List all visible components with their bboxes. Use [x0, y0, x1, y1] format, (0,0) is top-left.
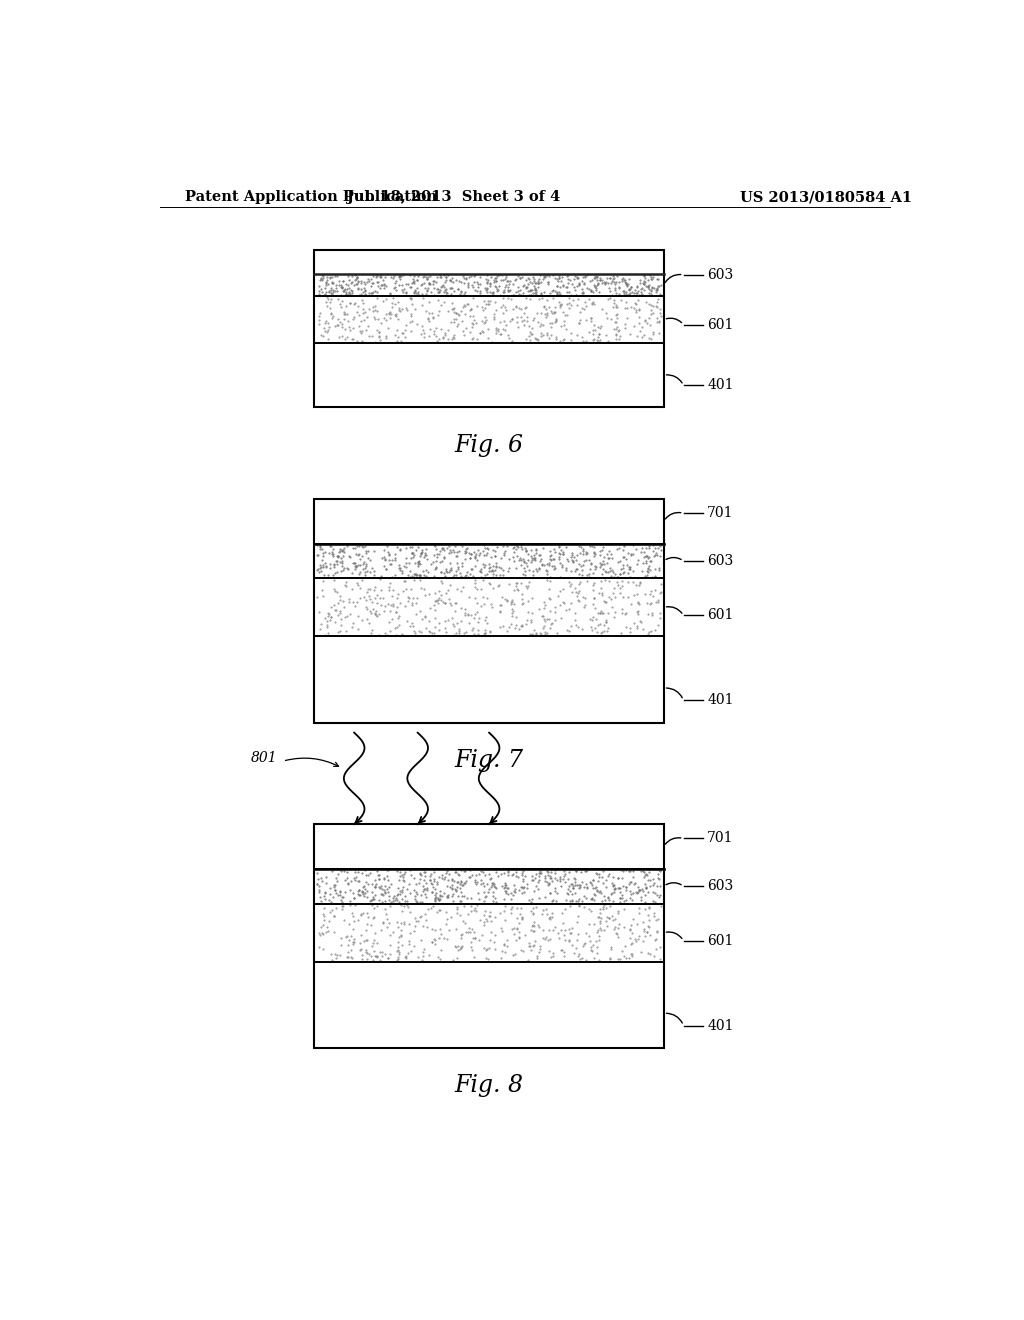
Text: 601: 601 — [708, 933, 734, 948]
Text: 701: 701 — [708, 506, 734, 520]
Bar — [314, 824, 664, 1048]
Text: 603: 603 — [708, 879, 733, 894]
Text: Fig. 7: Fig. 7 — [455, 748, 523, 772]
Text: Fig. 6: Fig. 6 — [455, 433, 523, 457]
Text: US 2013/0180584 A1: US 2013/0180584 A1 — [740, 190, 912, 205]
Text: 601: 601 — [708, 609, 734, 623]
Text: 401: 401 — [708, 693, 734, 708]
Text: Patent Application Publication: Patent Application Publication — [185, 190, 437, 205]
Bar — [314, 249, 664, 408]
Text: Fig. 8: Fig. 8 — [455, 1074, 523, 1097]
Text: 601: 601 — [708, 318, 734, 331]
Text: Jul. 18, 2013  Sheet 3 of 4: Jul. 18, 2013 Sheet 3 of 4 — [347, 190, 560, 205]
Text: 401: 401 — [708, 379, 734, 392]
Text: 401: 401 — [708, 1019, 734, 1032]
Text: 801: 801 — [251, 751, 278, 766]
Text: 603: 603 — [708, 554, 733, 568]
Bar — [314, 499, 664, 722]
Text: 603: 603 — [708, 268, 733, 281]
Text: 701: 701 — [708, 832, 734, 845]
